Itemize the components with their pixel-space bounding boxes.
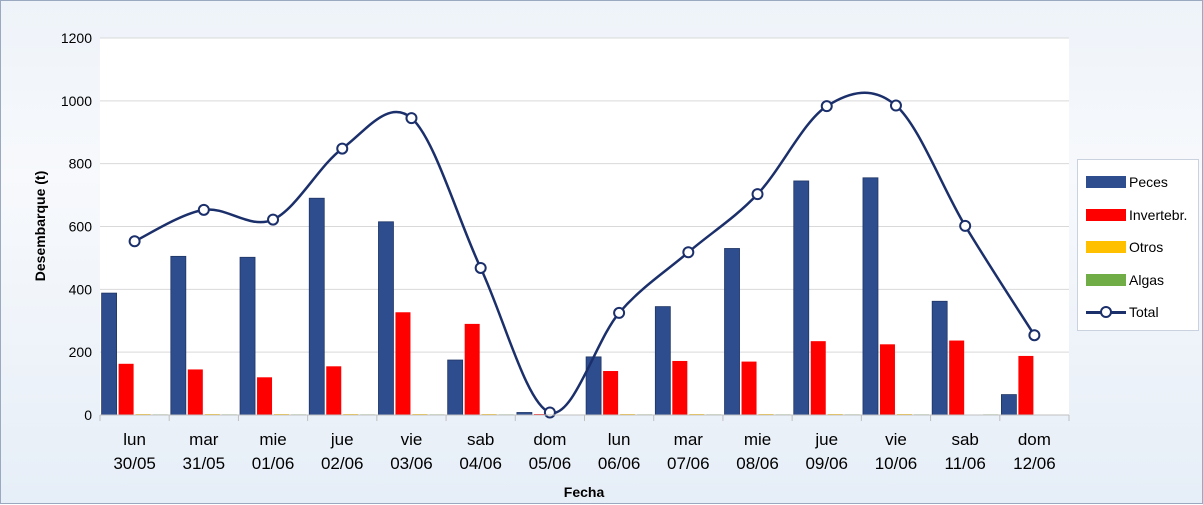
- x-tick-day: sab: [467, 430, 494, 449]
- bar-peces-9: [724, 248, 740, 416]
- total-point-4: [405, 112, 418, 125]
- bar-invertebr-1: [187, 369, 203, 415]
- y-axis-label: Desembarque (t): [32, 171, 48, 281]
- bar-peces-0: [101, 292, 118, 416]
- y-tick-label: 600: [69, 219, 93, 235]
- bar-invertebr-5: [464, 323, 480, 415]
- x-tick-date: 12/06: [1013, 454, 1056, 473]
- bar-peces-3: [308, 197, 325, 416]
- total-point-8: [682, 246, 695, 259]
- bar-peces-2: [239, 256, 256, 416]
- y-tick-label: 400: [69, 281, 93, 297]
- total-point-9: [751, 188, 764, 201]
- bar-peces-12: [931, 300, 948, 416]
- y-tick-label: 0: [84, 407, 92, 423]
- legend-label-peces: Peces: [1129, 174, 1168, 191]
- legend-swatch-peces: [1086, 176, 1126, 189]
- legend-label-algas: Algas: [1129, 271, 1165, 288]
- x-tick-date: 03/06: [390, 454, 433, 473]
- bar-invertebr-4: [395, 312, 411, 415]
- legend-label-invertebr: Invertebr.: [1129, 206, 1188, 223]
- x-tick-day: vie: [401, 430, 423, 449]
- y-tick-label: 200: [69, 344, 93, 360]
- legend-label-otros: Otros: [1129, 239, 1164, 256]
- x-tick-day: jue: [330, 430, 354, 449]
- legend-item-algas: Algas: [1086, 264, 1194, 297]
- bar-peces-13: [1000, 394, 1017, 416]
- bar-invertebr-13: [1018, 355, 1034, 415]
- bar-peces-1: [170, 255, 187, 416]
- x-tick-date: 06/06: [598, 454, 641, 473]
- total-point-6: [543, 406, 556, 419]
- total-point-3: [336, 142, 349, 155]
- legend-swatch-algas: [1086, 273, 1126, 286]
- bar-invertebr-9: [741, 361, 757, 415]
- x-tick-day: jue: [814, 430, 838, 449]
- x-tick-day: mie: [744, 430, 771, 449]
- bar-peces-5: [447, 359, 464, 416]
- y-tick-label: 800: [69, 156, 93, 172]
- total-point-13: [1028, 329, 1041, 342]
- total-point-7: [613, 306, 626, 319]
- x-tick-day: vie: [885, 430, 907, 449]
- legend-label-total: Total: [1129, 304, 1159, 321]
- x-tick-day: mar: [189, 430, 219, 449]
- legend-swatch-invertebr: [1086, 208, 1126, 221]
- x-tick-date: 10/06: [875, 454, 918, 473]
- bar-invertebr-3: [326, 366, 342, 415]
- total-point-10: [820, 100, 833, 113]
- x-tick-date: 07/06: [667, 454, 710, 473]
- bar-invertebr-12: [949, 340, 965, 415]
- x-tick-day: lun: [123, 430, 146, 449]
- x-tick-day: sab: [951, 430, 978, 449]
- bar-peces-10: [793, 180, 810, 416]
- bar-invertebr-10: [810, 341, 826, 415]
- bar-invertebr-8: [672, 360, 688, 415]
- total-point-1: [197, 203, 210, 216]
- x-tick-day: dom: [1018, 430, 1051, 449]
- x-tick-date: 01/06: [252, 454, 295, 473]
- x-tick-date: 30/05: [113, 454, 156, 473]
- bar-invertebr-2: [257, 377, 273, 415]
- total-point-2: [267, 213, 280, 226]
- bars: [101, 177, 1068, 416]
- bar-invertebr-11: [879, 344, 895, 415]
- legend-line-total: [1086, 306, 1126, 319]
- x-tick-date: 02/06: [321, 454, 364, 473]
- x-tick-day: lun: [608, 430, 631, 449]
- x-axis-label: Fecha: [564, 484, 605, 500]
- x-tick-date: 09/06: [805, 454, 848, 473]
- x-tick-date: 08/06: [736, 454, 779, 473]
- legend-swatch-otros: [1086, 241, 1126, 254]
- bar-peces-8: [654, 306, 671, 416]
- legend: Peces Invertebr. Otros Algas Total: [1077, 159, 1199, 331]
- legend-item-otros: Otros: [1086, 231, 1194, 264]
- x-tick-labels: lun 30/05 mar 31/05 mie 01/06 jue 02/06 vie 03/06…: [99, 414, 1070, 473]
- total-point-12: [959, 219, 972, 232]
- x-tick-date: 05/06: [529, 454, 572, 473]
- bar-invertebr-0: [118, 363, 134, 415]
- x-tick-day: mie: [259, 430, 286, 449]
- x-tick-date: 04/06: [459, 454, 502, 473]
- total-line: [128, 91, 1041, 419]
- total-point-0: [128, 235, 141, 248]
- y-tick-labels: 0 200 400 600 800 1000 1200: [61, 30, 92, 423]
- x-tick-day: mar: [674, 430, 704, 449]
- total-point-5: [474, 261, 487, 274]
- legend-item-total: Total: [1086, 296, 1194, 329]
- legend-item-peces: Peces: [1086, 166, 1194, 199]
- x-tick-day: dom: [533, 430, 566, 449]
- legend-item-invertebr: Invertebr.: [1086, 199, 1194, 232]
- bar-invertebr-7: [603, 371, 619, 415]
- bar-peces-11: [862, 177, 879, 416]
- x-tick-date: 11/06: [945, 454, 986, 473]
- x-tick-date: 31/05: [183, 454, 226, 473]
- bar-peces-4: [378, 221, 394, 416]
- y-tick-label: 1000: [61, 93, 92, 109]
- y-tick-label: 1200: [61, 30, 92, 46]
- total-point-11: [889, 99, 902, 112]
